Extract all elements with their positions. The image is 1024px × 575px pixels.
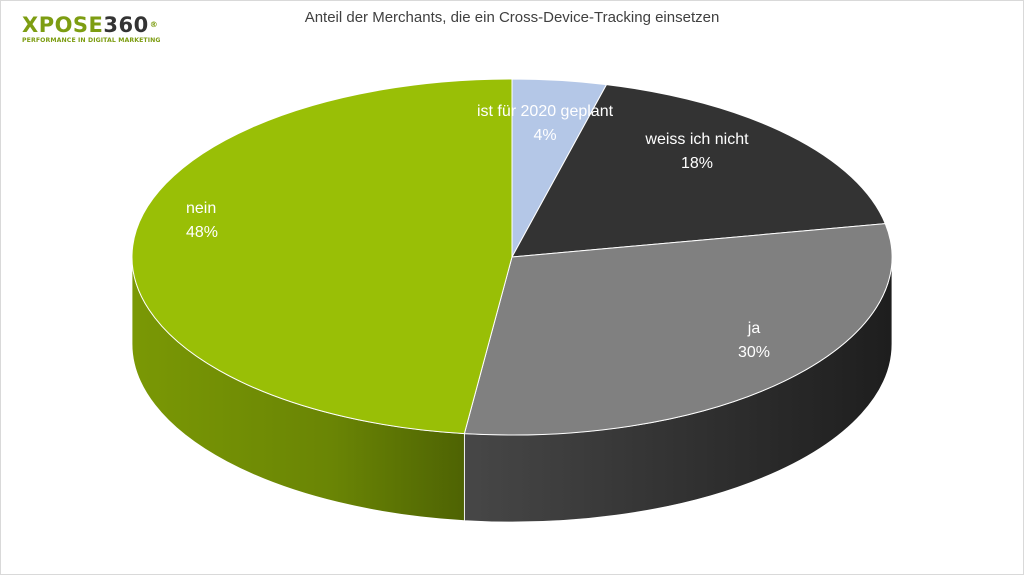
slice-label-2: ja: [747, 320, 761, 337]
brand-logo: XPOSE360® PERFORMANCE IN DIGITAL MARKETI…: [22, 14, 161, 44]
pie-slice-nein: [131, 78, 513, 435]
pie-top-faces: [131, 78, 893, 436]
slice-label-1: weiss ich nicht: [644, 131, 749, 148]
pie-slice-ja: [463, 223, 893, 436]
pie-labels: ist für 2020 geplant 4% weiss ich nicht 18%…: [186, 103, 770, 361]
logo-text-a: XPOSE: [22, 13, 104, 37]
slice-label-3: nein: [186, 200, 216, 217]
slice-value-label-2: 30%: [738, 344, 770, 361]
slice-value-label-0: 4%: [533, 127, 556, 144]
slice-label-0: ist für 2020 geplant: [477, 103, 614, 120]
logo-registered-mark: ®: [149, 20, 159, 29]
logo-text-b: 360: [103, 13, 149, 37]
logo-tagline: PERFORMANCE IN DIGITAL MARKETING: [22, 37, 161, 44]
slice-value-label-1: 18%: [681, 155, 713, 172]
slice-value-label-3: 48%: [186, 224, 218, 241]
pie-slice-weiss-ich-nicht: [511, 84, 886, 258]
logo-wordmark: XPOSE360®: [22, 14, 161, 36]
chart-title: Anteil der Merchants, die ein Cross-Devi…: [304, 9, 720, 26]
